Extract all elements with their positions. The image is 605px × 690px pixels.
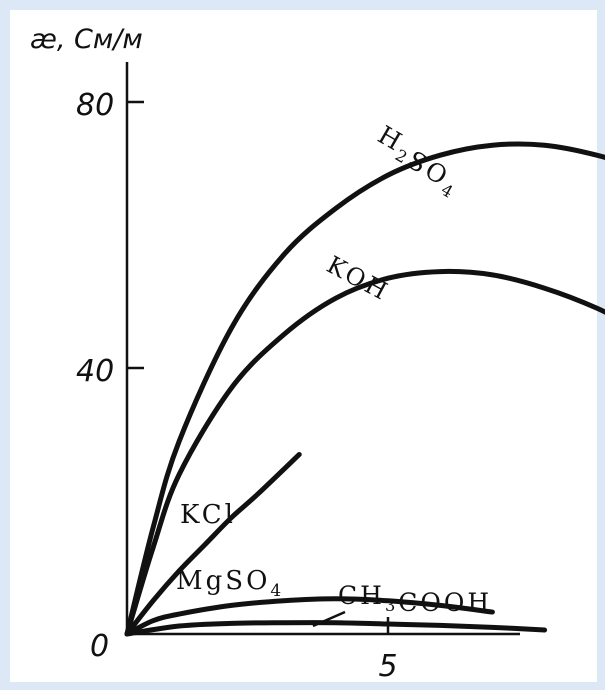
series-ch3cooh-label-mid: COOH xyxy=(398,588,492,617)
series-kcl-label: KCl xyxy=(180,500,236,530)
series-koh-line xyxy=(124,268,605,637)
curves xyxy=(124,141,605,637)
ticks: 0408051015 xyxy=(76,88,398,684)
series-ch3cooh-line xyxy=(124,620,548,637)
series-kcl-label-label_main: KCl xyxy=(180,500,236,530)
y-tick-label-40: 40 xyxy=(76,354,114,389)
series-kcl-line xyxy=(124,451,302,637)
x-tick-label-5: 5 xyxy=(378,649,397,684)
y-tick-label-80: 80 xyxy=(76,88,114,123)
series-mgso4-label-label_main: MgSO xyxy=(176,566,270,596)
chart-frame xyxy=(10,10,597,682)
y-axis-label: æ, См/м xyxy=(30,24,143,55)
series-ch3cooh-label-label_main: CH xyxy=(338,581,385,610)
y-tick-label-0: 0 xyxy=(90,629,109,664)
series-mgso4-line xyxy=(124,596,495,637)
ch3cooh-label-pointer xyxy=(312,610,346,628)
series-ch3cooh-label-sub1: 3 xyxy=(385,596,398,615)
series-h2so4-line xyxy=(124,141,605,637)
axes xyxy=(125,62,520,636)
series-ch3cooh-label: CH3COOH xyxy=(338,581,492,617)
series-mgso4-label: MgSO4 xyxy=(176,566,284,600)
series-h2so4-label: H2SO4 xyxy=(367,120,470,203)
series-mgso4-label-sub2: 4 xyxy=(270,580,284,600)
